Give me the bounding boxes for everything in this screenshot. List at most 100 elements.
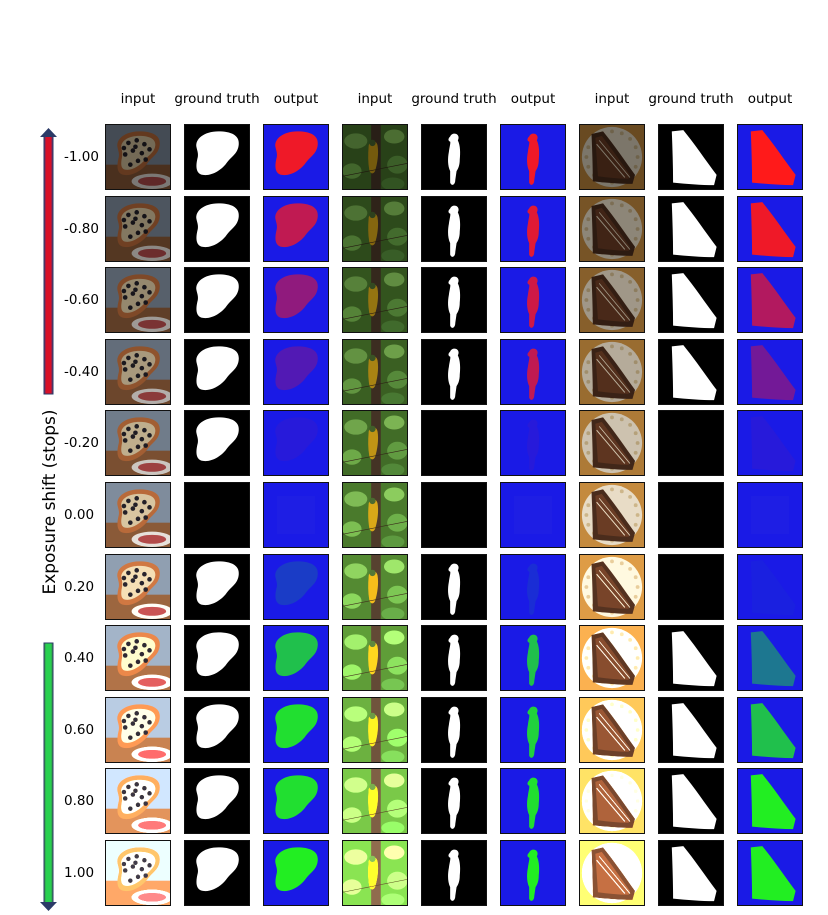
pizza-input-image	[105, 553, 171, 620]
cake-ground-truth-image	[658, 267, 724, 334]
bird-output-image	[500, 195, 566, 262]
column-header-7: input	[594, 91, 630, 107]
cake-input-image	[579, 696, 645, 763]
pizza-output-image	[263, 410, 329, 477]
bird-output-image	[500, 768, 566, 835]
pizza-ground-truth-image	[184, 124, 250, 190]
bird-ground-truth-image	[421, 338, 487, 405]
cake-input-image	[579, 840, 645, 906]
bird-input-image	[342, 338, 408, 405]
bird-output-image	[500, 338, 566, 405]
cake-output-image	[737, 410, 803, 477]
pizza-ground-truth-image	[184, 195, 250, 262]
bird-ground-truth-image	[421, 124, 487, 190]
bird-ground-truth-image	[421, 482, 487, 548]
pizza-input-image	[105, 840, 171, 906]
pizza-ground-truth-image	[184, 338, 250, 405]
cake-input-image	[579, 410, 645, 477]
bird-ground-truth-image	[421, 840, 487, 906]
pizza-ground-truth-image	[184, 768, 250, 835]
cake-output-image	[737, 482, 803, 548]
column-header-1: input	[120, 91, 156, 107]
cake-output-image	[737, 267, 803, 334]
cake-output-image	[737, 124, 803, 190]
cake-input-image	[579, 195, 645, 262]
pizza-ground-truth-image	[184, 840, 250, 906]
bird-output-image	[500, 625, 566, 692]
pizza-output-image	[263, 625, 329, 692]
bird-input-image	[342, 696, 408, 763]
bird-input-image	[342, 410, 408, 477]
cake-ground-truth-image	[658, 338, 724, 405]
pizza-input-image	[105, 410, 171, 477]
cake-ground-truth-image	[658, 124, 724, 190]
column-header-8: ground truth	[648, 91, 734, 107]
bird-ground-truth-image	[421, 553, 487, 620]
bird-ground-truth-image	[421, 195, 487, 262]
pizza-ground-truth-image	[184, 625, 250, 692]
bird-ground-truth-image	[421, 267, 487, 334]
cake-output-image	[737, 768, 803, 835]
cake-ground-truth-image	[658, 768, 724, 835]
pizza-output-image	[263, 768, 329, 835]
column-header-2: ground truth	[174, 91, 260, 107]
row-label-1: -1.00	[64, 149, 99, 165]
pizza-input-image	[105, 124, 171, 190]
cake-input-image	[579, 768, 645, 835]
cake-input-image	[579, 124, 645, 190]
pizza-input-image	[105, 625, 171, 692]
column-header-3: output	[273, 91, 319, 107]
bird-input-image	[342, 553, 408, 620]
pizza-ground-truth-image	[184, 696, 250, 763]
cake-input-image	[579, 267, 645, 334]
cake-output-image	[737, 840, 803, 906]
pizza-output-image	[263, 195, 329, 262]
cake-ground-truth-image	[658, 696, 724, 763]
cake-ground-truth-image	[658, 482, 724, 548]
bird-output-image	[500, 124, 566, 190]
row-label-2: -0.80	[64, 220, 99, 237]
column-header-6: output	[510, 91, 556, 107]
pizza-input-image	[105, 696, 171, 763]
cake-output-image	[737, 553, 803, 620]
row-label-11: 1.00	[64, 865, 95, 881]
bird-input-image	[342, 267, 408, 334]
pizza-input-image	[105, 195, 171, 262]
bird-output-image	[500, 840, 566, 906]
bird-input-image	[342, 124, 408, 190]
cake-ground-truth-image	[658, 625, 724, 692]
positive-exposure-arrow	[40, 642, 57, 911]
cake-ground-truth-image	[658, 195, 724, 262]
cake-ground-truth-image	[658, 410, 724, 477]
cake-input-image	[579, 625, 645, 692]
column-header-4: input	[357, 91, 393, 107]
pizza-output-image	[263, 124, 329, 190]
bird-input-image	[342, 840, 408, 906]
row-label-7: 0.20	[64, 578, 95, 595]
cake-output-image	[737, 696, 803, 763]
bird-input-image	[342, 482, 408, 548]
bird-ground-truth-image	[421, 625, 487, 692]
bird-output-image	[500, 267, 566, 334]
row-label-9: 0.60	[64, 721, 95, 738]
pizza-output-image	[263, 840, 329, 906]
bird-ground-truth-image	[421, 410, 487, 477]
pizza-output-image	[263, 338, 329, 405]
column-header-5: ground truth	[411, 91, 497, 107]
row-label-6: 0.00	[64, 507, 95, 523]
pizza-output-image	[263, 482, 329, 548]
cake-output-image	[737, 625, 803, 692]
pizza-output-image	[263, 553, 329, 620]
bird-output-image	[500, 482, 566, 548]
pizza-input-image	[105, 267, 171, 334]
pizza-input-image	[105, 338, 171, 405]
cake-input-image	[579, 553, 645, 620]
row-label-4: -0.40	[64, 363, 99, 380]
pizza-input-image	[105, 482, 171, 548]
pizza-ground-truth-image	[184, 553, 250, 620]
negative-exposure-arrow	[40, 128, 57, 395]
cake-ground-truth-image	[658, 840, 724, 906]
row-label-10: 0.80	[64, 793, 95, 810]
pizza-ground-truth-image	[184, 482, 250, 548]
